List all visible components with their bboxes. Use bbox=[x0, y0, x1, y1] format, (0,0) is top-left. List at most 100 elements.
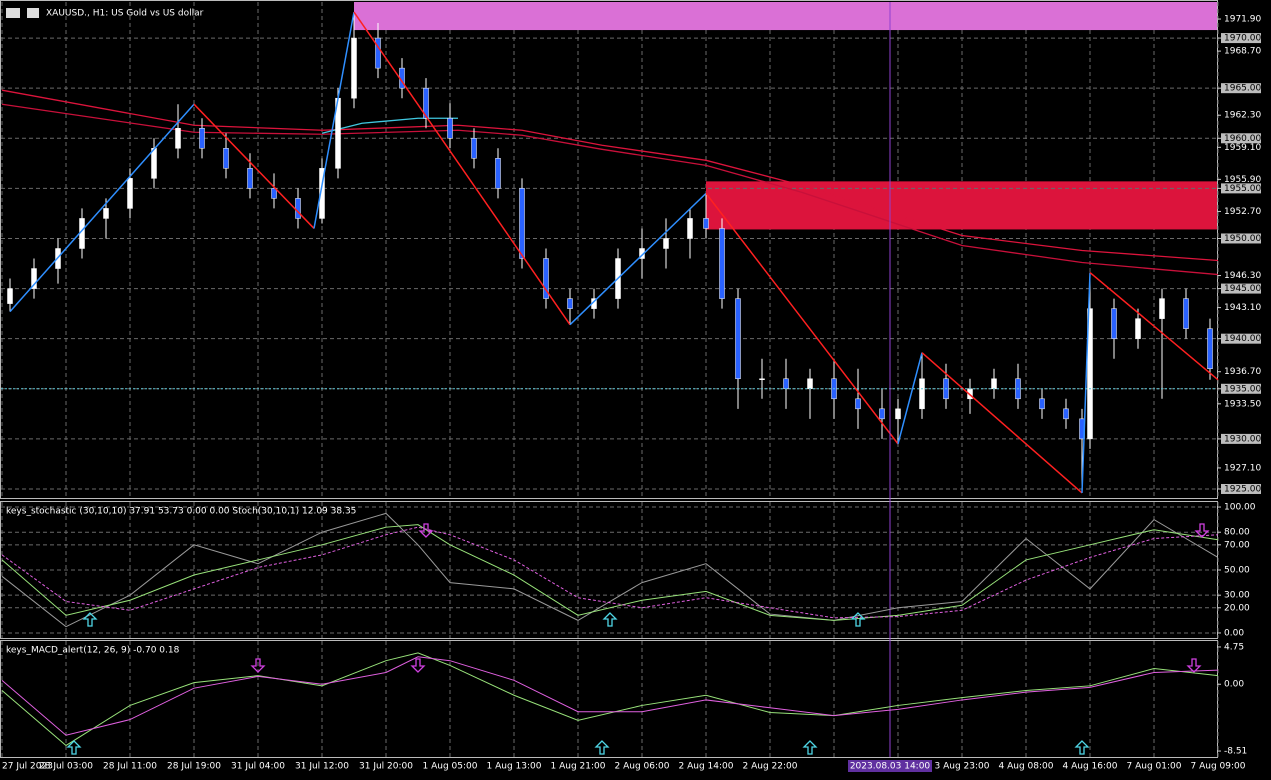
candle-body bbox=[223, 148, 229, 169]
tick-box bbox=[1221, 433, 1261, 444]
indicator-line bbox=[1, 526, 1219, 619]
tick-box bbox=[1221, 233, 1261, 244]
candle-body bbox=[1063, 408, 1069, 420]
header-icon bbox=[27, 8, 39, 18]
buy-arrow bbox=[850, 612, 866, 627]
indicator-line bbox=[1, 512, 1219, 628]
indicator-title: keys_MACD_alert(12, 26, 9) -0.70 0.18 bbox=[6, 646, 180, 656]
y-tick-label: 1970.00 bbox=[1224, 34, 1261, 44]
candle-body bbox=[895, 408, 901, 420]
y-tick-label: -8.51 bbox=[1224, 747, 1247, 757]
candle-body bbox=[991, 378, 997, 390]
sell-arrow bbox=[250, 658, 266, 673]
candle-body bbox=[855, 398, 861, 410]
candle-body bbox=[687, 218, 693, 239]
y-tick-label: 1962.30 bbox=[1224, 111, 1261, 121]
candle-body bbox=[919, 378, 925, 410]
indicator-line bbox=[1, 652, 1219, 747]
x-tick-label: 28 Jul 19:00 bbox=[167, 762, 221, 772]
y-tick-label: 1925.00 bbox=[1224, 484, 1261, 494]
candle-body bbox=[31, 268, 37, 289]
zigzag-segment bbox=[313, 11, 355, 229]
y-tick-label: 100.00 bbox=[1224, 503, 1256, 513]
y-tick-label: 1940.00 bbox=[1224, 334, 1261, 344]
candle-body bbox=[1087, 308, 1093, 440]
moving-average bbox=[321, 117, 458, 134]
y-tick-label: 1927.10 bbox=[1224, 463, 1261, 473]
zigzag-segment bbox=[193, 103, 315, 229]
candle-body bbox=[495, 158, 501, 189]
buy-arrow bbox=[802, 740, 818, 755]
candle-body bbox=[199, 128, 205, 149]
indicator-title: keys_stochastic (30,10,10) 37.91 53.73 0… bbox=[6, 507, 356, 517]
y-tick-label: 80.00 bbox=[1224, 528, 1250, 538]
candle-body bbox=[1039, 398, 1045, 410]
candle-body bbox=[1183, 298, 1189, 329]
candle-body bbox=[351, 37, 357, 99]
y-tick-label: 1968.70 bbox=[1224, 47, 1261, 57]
candle-body bbox=[719, 228, 725, 299]
candle-body bbox=[103, 208, 109, 219]
candle-body bbox=[1159, 298, 1165, 319]
buy-arrow bbox=[66, 740, 82, 755]
x-tick-label: 2 Aug 06:00 bbox=[615, 762, 670, 772]
y-tick-label: 70.00 bbox=[1224, 540, 1250, 550]
main-panel bbox=[0, 0, 1218, 499]
candle-body bbox=[7, 288, 13, 304]
y-tick-label: 4.75 bbox=[1224, 642, 1244, 652]
x-tick-label: 1 Aug 21:00 bbox=[551, 762, 606, 772]
y-tick-label: 1955.00 bbox=[1224, 184, 1261, 194]
tick-box bbox=[1221, 383, 1261, 394]
candle-body bbox=[295, 198, 301, 219]
buy-arrow bbox=[82, 612, 98, 627]
zigzag-segment bbox=[353, 11, 571, 326]
candle-body bbox=[1111, 308, 1117, 339]
x-tick-label: 1 Aug 13:00 bbox=[487, 762, 542, 772]
candle-body bbox=[447, 117, 453, 139]
candle-body bbox=[471, 138, 477, 159]
sell-arrow bbox=[410, 658, 426, 673]
tick-box bbox=[1221, 283, 1261, 294]
chart-title: XAUUSD., H1: US Gold vs US dollar bbox=[46, 9, 204, 19]
sell-arrow bbox=[1186, 658, 1202, 673]
y-tick-label: 30.00 bbox=[1224, 591, 1250, 601]
candle-body bbox=[271, 188, 277, 199]
buy-arrow bbox=[1074, 740, 1090, 755]
x-tick-label: 7 Aug 01:00 bbox=[1127, 762, 1182, 772]
y-tick-label: 1960.00 bbox=[1224, 134, 1261, 144]
macd-panel bbox=[0, 640, 1218, 758]
tick-box bbox=[1221, 333, 1261, 344]
y-tick-label: 1946.30 bbox=[1224, 271, 1261, 281]
x-tick-label: 4 Aug 08:00 bbox=[999, 762, 1054, 772]
tick-box bbox=[1221, 183, 1261, 194]
y-tick-label: 1930.00 bbox=[1224, 434, 1261, 444]
zigzag-segment bbox=[9, 103, 195, 313]
x-tick-label: 27 Jul 2023 bbox=[2, 762, 53, 772]
header-icon bbox=[6, 8, 20, 18]
y-tick-label: 1933.50 bbox=[1224, 399, 1261, 409]
candle-body bbox=[663, 238, 669, 249]
x-tick-label: 3 Aug 23:00 bbox=[935, 762, 990, 772]
sell-arrow bbox=[1194, 523, 1210, 538]
y-tick-label: 1936.70 bbox=[1224, 367, 1261, 377]
x-tick-label: 7 Aug 09:00 bbox=[1191, 762, 1246, 772]
candle-body bbox=[1207, 328, 1213, 369]
candle-body bbox=[703, 218, 709, 229]
candle-body bbox=[319, 168, 325, 219]
y-tick-label: 1965.00 bbox=[1224, 84, 1261, 94]
tick-box bbox=[1221, 33, 1261, 44]
tick-box bbox=[1221, 483, 1261, 494]
x-tick-label: 28 Jul 03:00 bbox=[39, 762, 93, 772]
tick-box bbox=[1221, 83, 1261, 94]
candle-body bbox=[807, 378, 813, 390]
x-tick-label: 31 Jul 12:00 bbox=[295, 762, 349, 772]
zigzag-segment bbox=[1081, 272, 1091, 494]
buy-arrow bbox=[594, 740, 610, 755]
candle-body bbox=[151, 148, 157, 179]
y-tick-label: 1935.00 bbox=[1224, 384, 1261, 394]
indicator-line bbox=[1, 524, 1219, 621]
x-tick-label: 2 Aug 14:00 bbox=[679, 762, 734, 772]
crosshair-label: 2023.08.03 14:00 bbox=[850, 762, 931, 772]
